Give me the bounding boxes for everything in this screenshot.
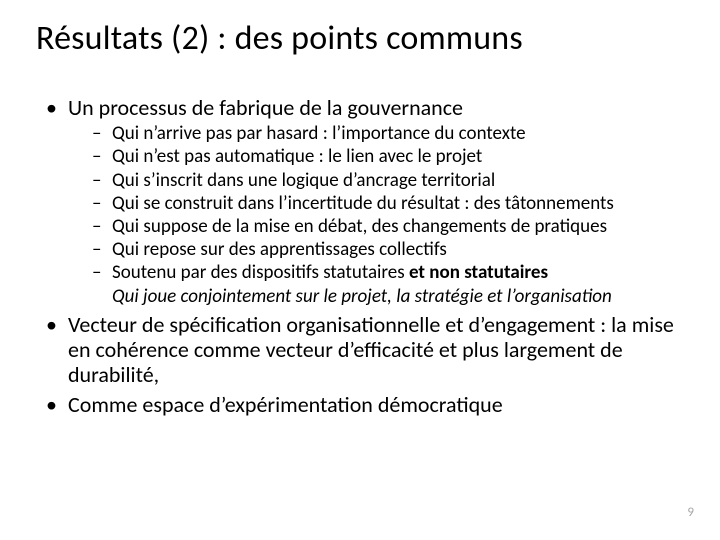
bullet-l1-process: Un processus de fabrique de la gouvernan… [46, 95, 684, 308]
bullet-l1-espace: Comme espace d’expérimentation démocrati… [46, 392, 684, 417]
bullet-l2-bold: et non statutaires [409, 261, 548, 284]
italic-tail-line: Qui joue conjointement sur le projet, la… [92, 285, 684, 308]
bullet-l2-item: Qui repose sur des apprentissages collec… [92, 238, 684, 261]
slide: Résultats (2) : des points communs Un pr… [0, 0, 720, 540]
bullet-l1-text: Un processus de fabrique de la gouvernan… [68, 94, 463, 121]
bullet-l1-text: Comme espace d’expérimentation démocrati… [68, 391, 503, 418]
bullet-l2-item-mixed: Soutenu par des dispositifs statutaires … [92, 261, 684, 284]
bullet-list-level2: Qui n’arrive pas par hasard : l’importan… [68, 122, 684, 284]
bullet-l2-item: Qui suppose de la mise en débat, des cha… [92, 215, 684, 238]
bullet-l2-item: Qui n’est pas automatique : le lien avec… [92, 145, 684, 168]
bullet-l2-item: Qui s’inscrit dans une logique d’ancrage… [92, 169, 684, 192]
slide-title: Résultats (2) : des points communs [36, 18, 684, 59]
page-number: 9 [687, 505, 694, 520]
bullet-l2-item: Qui se construit dans l’incertitude du r… [92, 192, 684, 215]
bullet-l1-text: Vecteur de spécification organisationnel… [68, 311, 674, 389]
bullet-list-level1: Un processus de fabrique de la gouvernan… [36, 95, 684, 417]
bullet-l2-prefix: Soutenu par des dispositifs statutaires [112, 261, 409, 284]
bullet-l2-item: Qui n’arrive pas par hasard : l’importan… [92, 122, 684, 145]
bullet-l1-vecteur: Vecteur de spécification organisationnel… [46, 312, 684, 388]
